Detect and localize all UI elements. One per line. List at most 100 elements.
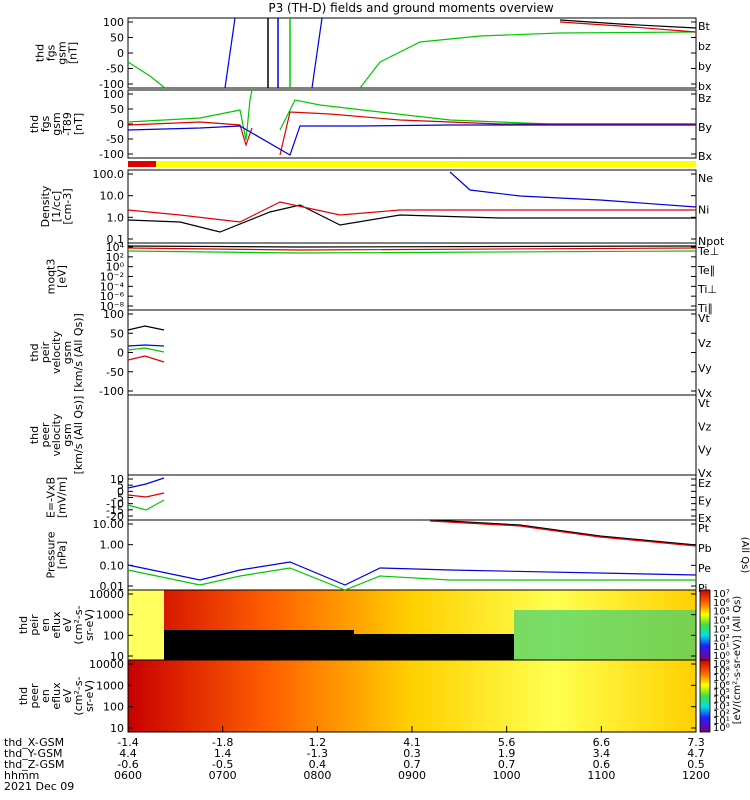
spectrogram-green-region [514, 610, 696, 660]
legend-Ti⊥: Ti⊥ [697, 283, 717, 296]
panel-frame [127, 17, 697, 89]
y-tick-label: 10⁰ [106, 261, 125, 274]
colorbar-tick-label: 10² [713, 709, 730, 720]
y-tick-label: 0 [117, 118, 124, 131]
legend-by: by [698, 60, 712, 73]
bottom-row-value: 0.3 [403, 747, 421, 760]
y-tick-label: 100 [103, 308, 124, 321]
bottom-row-value: -0.6 [117, 758, 138, 771]
y-axis-label-line: [km/s (All Qs)] [72, 396, 85, 475]
y-axis-label-line: [nT] [72, 113, 85, 135]
y-tick-label: 0.1 [107, 233, 125, 246]
legend-Te∥: Te∥ [697, 264, 715, 277]
y-axis-label-line: velocity [50, 413, 63, 456]
panel-frame [127, 169, 697, 244]
y-axis-label: Density[1/cc][cm-3] [39, 185, 74, 227]
y-tick-label: -15 [106, 504, 124, 517]
legend-By: By [698, 121, 713, 134]
trace-bt [559, 19, 697, 29]
y-tick-label: -5 [113, 492, 124, 505]
legend-Pb: Pb [698, 542, 712, 555]
trace-Pb [429, 520, 697, 547]
chart-title: P3 (TH-D) fields and ground moments over… [268, 1, 553, 15]
status-bar-red [128, 161, 156, 167]
trace-Vy [127, 347, 165, 353]
panel-fgs_gsm: 100 50 0 -50 -100 thdfgsgsm[nT] Bt bz by bx [34, 16, 712, 93]
y-axis-label: thdpeirenefluxeV(cm²-s-sr-eV) [17, 605, 96, 644]
y-axis-label-line: gsm [61, 423, 74, 446]
y-tick-label: 0 [117, 347, 124, 360]
y-axis-label-line: en [39, 689, 52, 703]
y-tick-label: 5 [117, 479, 124, 492]
y-axis-label: E=-VxB[mV/m] [45, 477, 69, 518]
y-tick-label: 1.00 [100, 539, 125, 552]
trace-Tiperp [127, 250, 697, 254]
y-axis-label-line: sr-eV) [83, 680, 96, 712]
y-tick-label: 10 [110, 722, 124, 735]
legend-Te⊥: Te⊥ [697, 245, 719, 258]
panel-pressure: 10.00 1.00 0.10 0.01 Pressure[nPa] Pt Pb Pe Pi (A… [45, 518, 750, 595]
panel-peer_velocity: thdpeervelocitygsm[km/s (All Qs)] Vt Vz Vy V… [28, 394, 713, 480]
legend-Pi: Pi [698, 582, 707, 595]
y-tick-label: 100.0 [93, 168, 125, 181]
y-axis-label-line: moqt3 [45, 259, 58, 295]
bottom-row-value: 1200 [682, 769, 710, 782]
trace-Bz [127, 121, 253, 147]
bottom-row-label: hhmm [4, 769, 39, 782]
y-tick-label: 0 [117, 485, 124, 498]
y-axis-label-line: eV [61, 688, 74, 703]
bottom-row-value: 4.4 [119, 747, 137, 760]
y-axis-label: thdpeervelocitygsm[km/s (All Qs)] [28, 396, 85, 475]
bottom-row-value: 5.6 [498, 736, 516, 749]
legend-bz: bz [698, 40, 711, 53]
y-tick-label: -10 [106, 498, 124, 511]
bottom-row-value: 3.4 [593, 747, 611, 760]
y-tick-label: 10.0 [100, 190, 125, 203]
y-axis-label-line: thd [34, 44, 47, 62]
y-tick-label: 10000 [89, 658, 124, 671]
y-axis-label-line: (cm²-s- [72, 605, 85, 644]
trace-Npot [449, 171, 697, 208]
y-tick-label: 100 [103, 701, 124, 714]
y-tick-label: 1000 [96, 609, 124, 622]
colorbar-tick-label: 10⁴ [713, 695, 730, 706]
trace-Ne [127, 201, 696, 223]
trace-Vz [127, 355, 165, 363]
legend-Pe: Pe [698, 562, 711, 575]
y-axis-label-line: peir [28, 614, 41, 636]
legend-Vt: Vt [698, 397, 711, 410]
legend-Vy: Vy [698, 444, 712, 457]
y-axis-label-line: thd [17, 616, 30, 634]
y-axis-label-line: thd [28, 343, 41, 361]
y-axis-label-line: gsm [50, 112, 63, 135]
bottom-row-value: 0.5 [687, 758, 705, 771]
y-axis-label-line: thd [17, 687, 30, 705]
legend-Pt: Pt [698, 522, 710, 535]
legend-Bt: Bt [698, 20, 711, 33]
trace-bz [559, 21, 697, 33]
legend-Npot: Npot [698, 235, 725, 248]
y-axis-label-line: peer [39, 422, 52, 448]
y-tick-label: -50 [106, 366, 124, 379]
colorbar-tick-label: 10⁸ [713, 666, 730, 677]
legend-Bz: Bz [698, 92, 712, 105]
panel-density: 100.0 10.0 1.0 0.1 Density[1/cc][cm-3] Ne Ni Np… [39, 168, 725, 248]
colorbar-tick-label: 10⁰ [713, 723, 730, 734]
bottom-row-label: thd_Z-GSM [4, 758, 64, 771]
y-tick-label: 1.0 [107, 211, 125, 224]
legend-Ex: Ex [698, 512, 712, 525]
colorbar-tick-label: 10⁶ [713, 680, 730, 691]
colorbar-tick-label: 10⁶ [713, 598, 730, 609]
trace-Ey [127, 499, 165, 511]
colorbar-tick-label: 10¹ [713, 716, 730, 727]
trace-Ez [127, 492, 165, 498]
legend-Vt: Vt [698, 312, 711, 325]
bottom-row-value: -0.5 [212, 758, 233, 771]
colorbar-tick-label: 10⁹ [713, 659, 730, 670]
y-axis-label: Pressure[nPa] [45, 531, 69, 578]
y-axis-label: thdfgsgsm[nT] [34, 41, 80, 64]
trace-by [359, 31, 697, 89]
